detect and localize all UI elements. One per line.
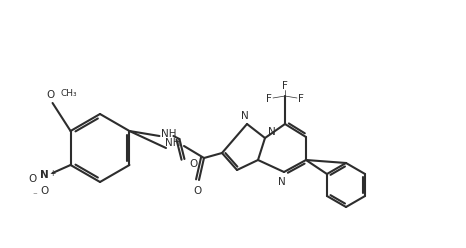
Text: O: O: [28, 174, 36, 184]
Text: F: F: [298, 94, 304, 104]
Text: O: O: [190, 159, 198, 169]
Text: NH: NH: [161, 129, 177, 139]
Text: O: O: [193, 186, 201, 196]
Text: F: F: [282, 81, 288, 91]
Text: O: O: [41, 186, 48, 196]
Text: ⁻: ⁻: [33, 191, 38, 200]
Text: N: N: [278, 177, 286, 187]
Text: NH: NH: [165, 138, 181, 148]
Text: N: N: [268, 127, 276, 137]
Text: +: +: [49, 169, 56, 178]
Text: N: N: [241, 111, 249, 121]
Text: F: F: [266, 94, 272, 104]
Text: N: N: [40, 170, 49, 180]
Text: CH₃: CH₃: [61, 89, 77, 97]
Text: O: O: [47, 90, 55, 100]
